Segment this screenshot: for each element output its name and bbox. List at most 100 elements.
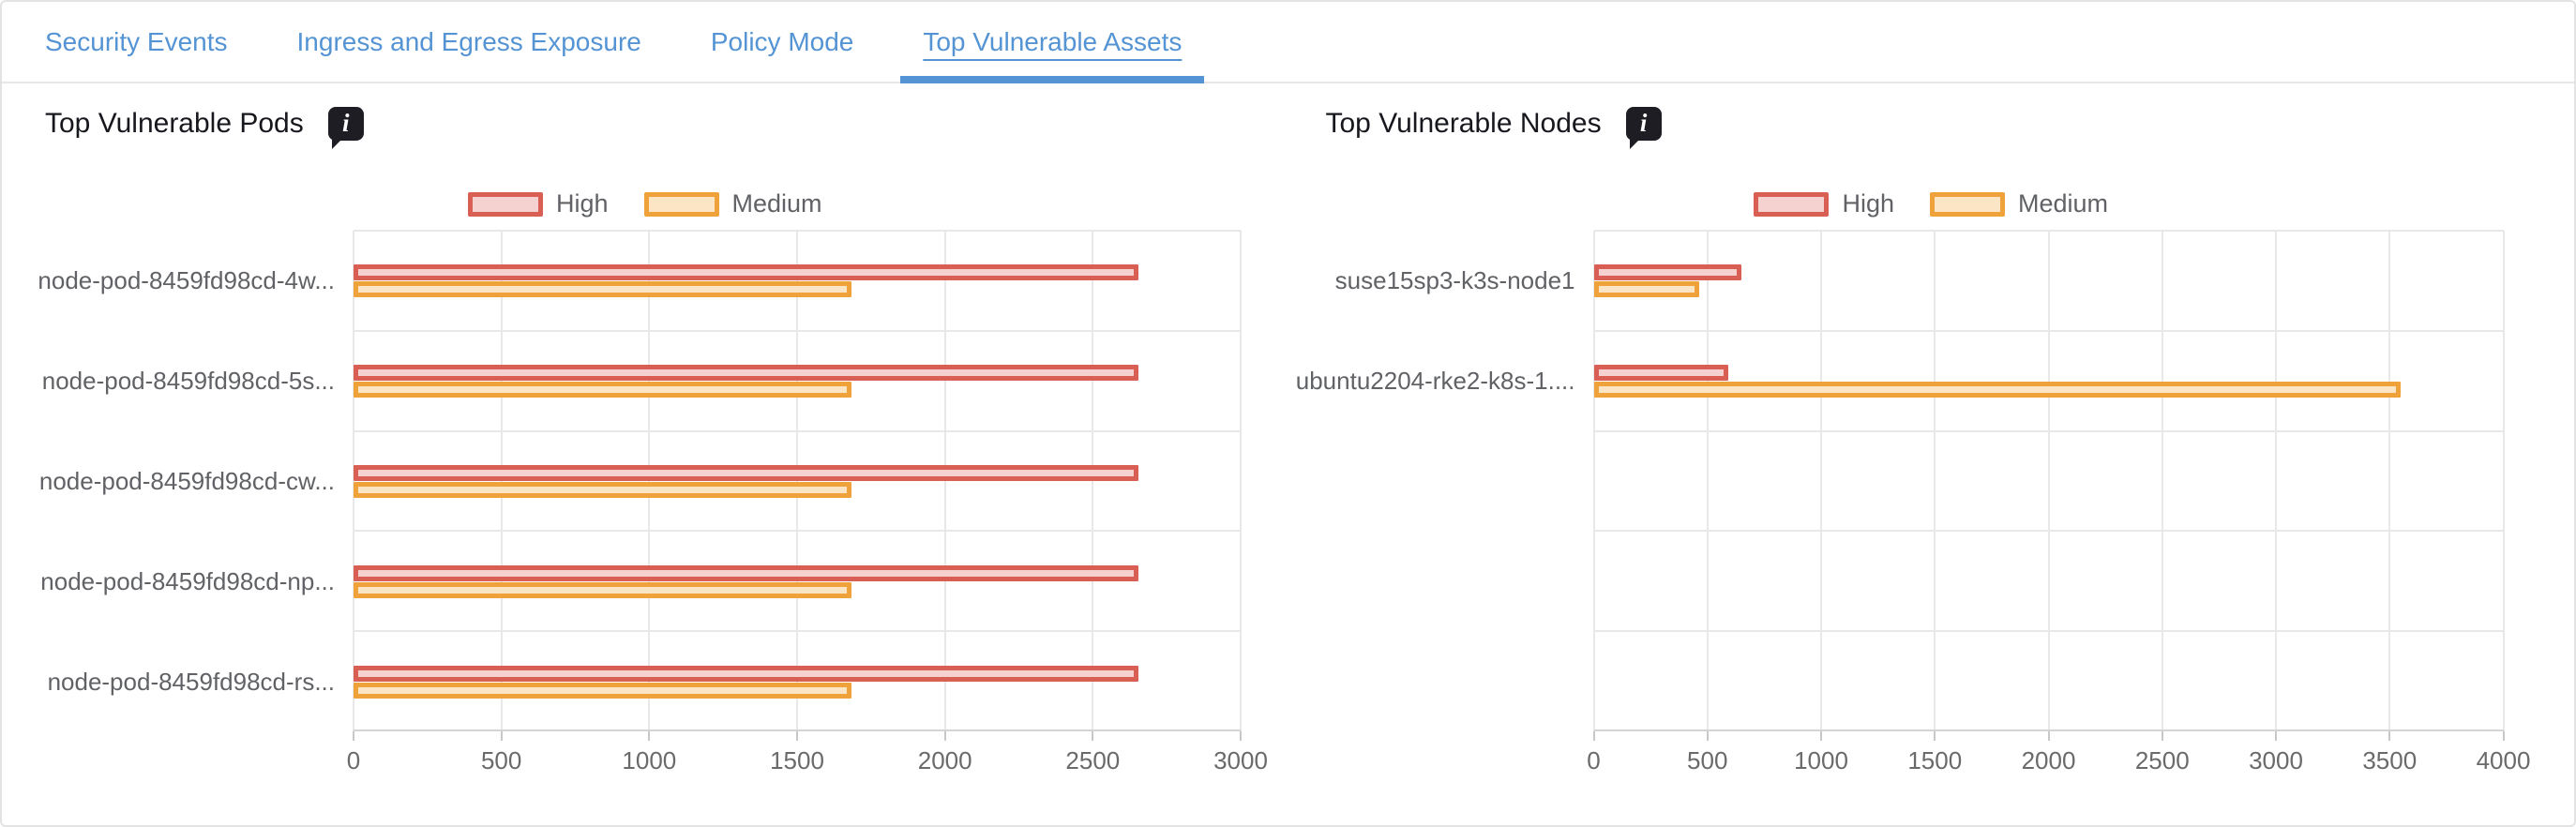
gridline-vertical [2502,231,2505,731]
info-icon-tail [331,138,343,149]
x-axis-tick-label: 3500 [2362,746,2418,774]
gridline-vertical [1934,231,1936,731]
axis-tick-mark [1092,731,1094,741]
gridline-horizontal [1593,230,2504,232]
legend-item-high[interactable]: High [1754,189,1894,218]
chart-legend: High Medium [1288,189,2575,218]
gridline-vertical [943,231,946,731]
bar-medium-suse15sp3-k3s-node1[interactable] [1593,281,1700,298]
x-axis-line [1593,729,2504,731]
x-axis-tick-label: 500 [480,746,522,774]
chart-title-row: Top Vulnerable Pods i [45,107,364,149]
legend-item-high[interactable]: High [467,189,609,218]
info-tooltip-icon[interactable]: i [1625,107,1662,149]
gridline-vertical [2047,231,2050,731]
category-label: node-pod-8459fd98cd-cw... [38,467,335,495]
x-axis-tick-label: 1000 [1794,746,1848,774]
x-axis-tick-label: 1500 [1907,746,1963,774]
tab-label: Ingress and Egress Exposure [296,26,641,56]
chart-title: Top Vulnerable Nodes [1325,108,1602,139]
category-label: ubuntu2204-rke2-k8s-1.... [1295,367,1575,396]
category-label: node-pod-8459fd98cd-5s... [41,367,335,396]
bar-medium-node-pod-8459fd98cd-5s[interactable] [354,382,852,398]
gridline-horizontal [1593,630,2504,633]
legend-swatch-medium [643,191,719,217]
axis-tick-mark [2388,731,2391,741]
gridline-vertical [2161,231,2163,731]
plot-area [353,230,1242,741]
dashboard-tab-bar: Security Events Ingress and Egress Exposu… [2,2,2574,83]
gridline-vertical [648,231,651,731]
info-icon-glyph: i [1639,108,1648,137]
x-axis-line [354,729,1241,731]
info-tooltip-icon[interactable]: i [327,107,364,149]
x-axis-tick-label: 3000 [1213,746,1268,774]
axis-tick-mark [1820,731,1822,741]
gridline-horizontal [1593,329,2504,332]
legend-swatch-high [1754,191,1830,217]
bar-high-node-pod-8459fd98cd-cw[interactable] [354,465,1139,481]
gridline-horizontal [354,230,1241,232]
gridline-vertical [1706,231,1709,731]
gridline-horizontal [354,329,1241,332]
chart-title: Top Vulnerable Pods [45,108,304,139]
gridline-vertical [2388,231,2391,731]
info-icon-glyph: i [341,108,350,137]
legend-swatch-medium [1930,191,2005,217]
bar-medium-node-pod-8459fd98cd-4w[interactable] [354,281,852,298]
bar-high-node-pod-8459fd98cd-np[interactable] [354,564,1139,581]
x-axis-tick-label: 0 [346,746,361,774]
bar-high-suse15sp3-k3s-node1[interactable] [1593,264,1742,281]
x-axis-tick-label: 4000 [2476,746,2531,774]
gridline-horizontal [354,630,1241,633]
bar-high-ubuntu2204-rke2-k8s-1[interactable] [1593,365,1728,382]
x-axis-tick-label: 2000 [2021,746,2076,774]
bar-high-node-pod-8459fd98cd-4w[interactable] [354,264,1139,281]
bar-medium-ubuntu2204-rke2-k8s-1[interactable] [1593,382,2402,398]
tab-ingress-and-egress-exposure[interactable]: Ingress and Egress Exposure [297,2,641,82]
bar-high-node-pod-8459fd98cd-rs[interactable] [354,665,1139,682]
legend-label: High [555,189,609,218]
bar-medium-node-pod-8459fd98cd-cw[interactable] [354,482,852,498]
axis-tick-mark [1240,731,1242,741]
bar-high-node-pod-8459fd98cd-5s[interactable] [354,365,1139,382]
legend-label: High [1842,189,1894,218]
top-vulnerable-pods-panel: Top Vulnerable Pods i High Medium node-pod-8… [2,83,1288,825]
x-axis-tick-label: 2500 [2134,746,2190,774]
tab-label: Top Vulnerable Assets [923,26,1183,56]
x-axis-tick-label: 500 [1687,746,1728,774]
chart-legend: High Medium [2,189,1288,218]
chart-title-row: Top Vulnerable Nodes i [1325,107,1662,149]
axis-tick-mark [2502,731,2505,741]
gridline-vertical [1092,231,1094,731]
tab-label: Security Events [45,26,228,56]
legend-label: Medium [2018,189,2109,218]
x-axis-tick-label: 0 [1587,746,1601,774]
gridline-horizontal [354,429,1241,432]
legend-item-medium[interactable]: Medium [1930,189,2108,218]
bar-medium-node-pod-8459fd98cd-np[interactable] [354,581,852,598]
gridline-horizontal [1593,530,2504,533]
axis-tick-mark [1934,731,1936,741]
tab-security-events[interactable]: Security Events [45,2,228,82]
x-axis-tick-label: 2000 [917,746,972,774]
axis-tick-mark [796,731,798,741]
bar-medium-node-pod-8459fd98cd-rs[interactable] [354,682,852,699]
tab-policy-mode[interactable]: Policy Mode [711,2,854,82]
category-label: node-pod-8459fd98cd-np... [40,566,335,595]
gridline-horizontal [1593,429,2504,432]
axis-tick-mark [2161,731,2163,741]
legend-item-medium[interactable]: Medium [643,189,822,218]
tab-label: Policy Mode [710,26,854,56]
gridline-vertical [353,231,354,731]
category-label: suse15sp3-k3s-node1 [1334,266,1575,295]
gridline-vertical [796,231,798,731]
gridline-vertical [2275,231,2277,731]
axis-tick-mark [648,731,651,741]
category-label: node-pod-8459fd98cd-rs... [47,667,335,696]
axis-tick-mark [1592,731,1595,741]
gridline-vertical [1240,231,1242,731]
tab-top-vulnerable-assets[interactable]: Top Vulnerable Assets [900,2,1205,83]
x-axis-tick-label: 2500 [1065,746,1121,774]
